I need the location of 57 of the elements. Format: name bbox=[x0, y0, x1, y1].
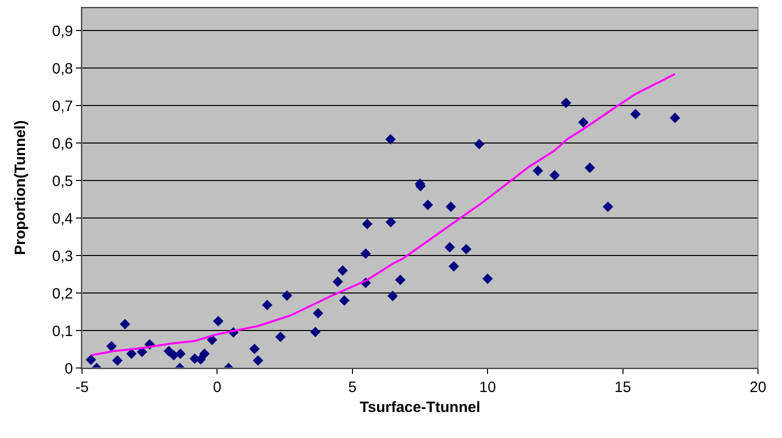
y-tick-label: 0,1 bbox=[52, 322, 73, 340]
point bbox=[448, 261, 459, 272]
x-tick-label: 5 bbox=[348, 379, 357, 396]
x-tick-label: 0 bbox=[213, 379, 222, 396]
y-tick-label: 0,5 bbox=[52, 172, 73, 190]
point bbox=[670, 112, 680, 124]
y-tick-label: 0 bbox=[64, 360, 73, 378]
point bbox=[249, 344, 260, 354]
point bbox=[362, 218, 372, 230]
point bbox=[120, 318, 130, 330]
point bbox=[196, 354, 206, 365]
x-tick-label: 10 bbox=[479, 379, 496, 396]
point bbox=[339, 295, 350, 306]
point bbox=[262, 300, 272, 310]
x-tick-label: -5 bbox=[75, 379, 89, 396]
point bbox=[213, 316, 224, 326]
point bbox=[360, 248, 371, 259]
y-tick-label: 0,4 bbox=[52, 210, 73, 228]
y-tick-label: 0,3 bbox=[52, 248, 73, 265]
point bbox=[602, 202, 614, 212]
point bbox=[549, 170, 560, 180]
point bbox=[332, 276, 343, 287]
y-tick-label: 0,8 bbox=[52, 60, 73, 78]
point bbox=[584, 162, 596, 173]
point bbox=[337, 265, 348, 276]
y-tick-label: 0,9 bbox=[52, 22, 73, 40]
point bbox=[630, 108, 641, 120]
point bbox=[282, 290, 292, 301]
point bbox=[252, 355, 264, 366]
point bbox=[386, 216, 396, 228]
y-tick-label: 0,2 bbox=[52, 285, 73, 302]
point bbox=[310, 326, 321, 338]
y-tick-label: 0,6 bbox=[52, 135, 73, 152]
x-tick-label: 15 bbox=[614, 379, 632, 396]
point bbox=[387, 290, 398, 302]
x-tick-label: 20 bbox=[750, 379, 766, 396]
point bbox=[199, 348, 210, 359]
point bbox=[106, 341, 117, 352]
x-axis-title: Tsurface-Ttunnel bbox=[360, 399, 480, 416]
point bbox=[275, 332, 286, 342]
point bbox=[461, 244, 472, 254]
point bbox=[312, 308, 324, 318]
point bbox=[474, 138, 484, 150]
point bbox=[86, 354, 96, 365]
point bbox=[385, 134, 396, 144]
point bbox=[112, 355, 123, 366]
point bbox=[175, 348, 186, 359]
y-tick-label: 0,7 bbox=[52, 98, 73, 115]
point bbox=[578, 117, 589, 128]
point bbox=[560, 98, 572, 108]
point bbox=[422, 200, 434, 210]
point bbox=[444, 242, 455, 252]
point bbox=[532, 166, 544, 176]
y-axis-title: Proportion(Tunnel) bbox=[12, 120, 29, 255]
point bbox=[446, 202, 456, 212]
point bbox=[482, 274, 493, 284]
point bbox=[395, 274, 406, 286]
